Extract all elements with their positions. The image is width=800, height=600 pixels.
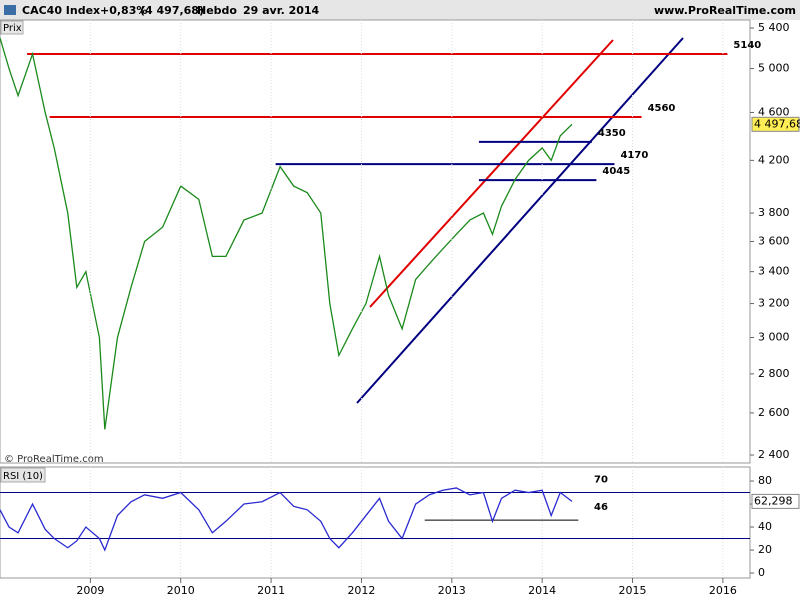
series-line (0, 487, 573, 552)
date: 29 avr. 2014 (243, 4, 320, 17)
rsi-label-box (0, 467, 46, 483)
level-label: 4045 (602, 166, 630, 177)
period: Hebdo (197, 4, 237, 17)
y-tick-label: 3 600 (758, 235, 790, 248)
y-tick-label: 3 800 (758, 206, 790, 219)
last-value-tag (751, 116, 800, 132)
last: (4 497,68) (140, 4, 204, 17)
panel-label: Prix (3, 23, 22, 34)
site: www.ProRealTime.com (654, 4, 796, 17)
level-label: 5140 (733, 40, 761, 51)
x-tick-label: 2013 (438, 584, 466, 597)
rsi-title: RSI (10) (3, 471, 43, 482)
x-tick-label: 2009 (76, 584, 104, 597)
y-tick-label: 0 (758, 566, 765, 579)
y-tick-label: 2 800 (758, 367, 790, 380)
trend-line (369, 39, 614, 308)
x-tick-label: 2010 (167, 584, 195, 597)
y-tick-label: 3 400 (758, 265, 790, 278)
symbol: CAC40 Index (22, 4, 100, 17)
last-value-tag (751, 493, 800, 509)
x-tick-label: 2014 (528, 584, 556, 597)
change: +0,83% (100, 4, 147, 17)
level-label: 46 (594, 502, 608, 513)
last-value-label: 62,298 (754, 494, 793, 507)
watermark: © ProRealTime.com (4, 454, 104, 465)
y-tick-label: 5 000 (758, 62, 790, 75)
y-tick-label: 2 600 (758, 406, 790, 419)
y-tick-label: 20 (758, 543, 772, 556)
y-tick-label: 3 200 (758, 297, 790, 310)
y-tick-label: 5 400 (758, 21, 790, 34)
header-bar (0, 0, 800, 20)
series-line (0, 37, 573, 430)
level-label: 4560 (648, 103, 676, 114)
x-tick-label: 2011 (257, 584, 285, 597)
x-tick-label: 2016 (709, 584, 737, 597)
level-label: 4170 (620, 150, 648, 161)
y-tick-label: 2 400 (758, 448, 790, 461)
level-label: 4350 (598, 128, 626, 139)
y-tick-label: 80 (758, 474, 772, 487)
panel-label-box (0, 20, 24, 35)
rsi-frame (0, 466, 751, 579)
y-tick-label: 4 200 (758, 153, 790, 166)
level-label: 70 (594, 475, 608, 486)
trend-line (356, 37, 684, 404)
x-tick-label: 2012 (347, 584, 375, 597)
icon (4, 5, 16, 15)
x-tick-label: 2015 (619, 584, 647, 597)
last-value-label: 4 497,68 (754, 117, 800, 130)
y-tick-label: 4 600 (758, 105, 790, 118)
y-tick-label: 40 (758, 520, 772, 533)
y-tick-label: 3 000 (758, 331, 790, 344)
